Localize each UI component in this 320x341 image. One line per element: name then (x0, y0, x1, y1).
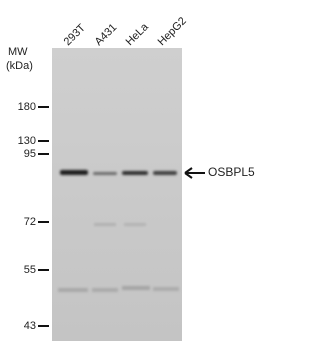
mw-label: MW (8, 46, 28, 58)
band (93, 172, 117, 175)
unit-label: (kDa) (6, 60, 33, 72)
lane-label: A431 (93, 22, 120, 49)
lane-label: HeLa (124, 20, 152, 48)
band (122, 286, 150, 290)
arrow (185, 168, 205, 178)
lane-label: HepG2 (156, 15, 189, 48)
band (122, 171, 148, 175)
blot-membrane (52, 48, 182, 341)
band (124, 223, 146, 226)
band (94, 223, 116, 226)
target-label: OSBPL5 (208, 165, 255, 179)
band (58, 288, 88, 292)
marker-label: 130 (18, 135, 36, 147)
band (92, 288, 118, 292)
marker-label: 55 (24, 264, 36, 276)
marker-label: 43 (24, 320, 36, 332)
lane-label: 293T (62, 22, 88, 48)
marker-label: 72 (24, 216, 36, 228)
band (60, 170, 88, 175)
marker-label: 180 (18, 101, 36, 113)
band (153, 287, 179, 291)
marker-label: 95 (24, 148, 36, 160)
band (153, 171, 177, 175)
